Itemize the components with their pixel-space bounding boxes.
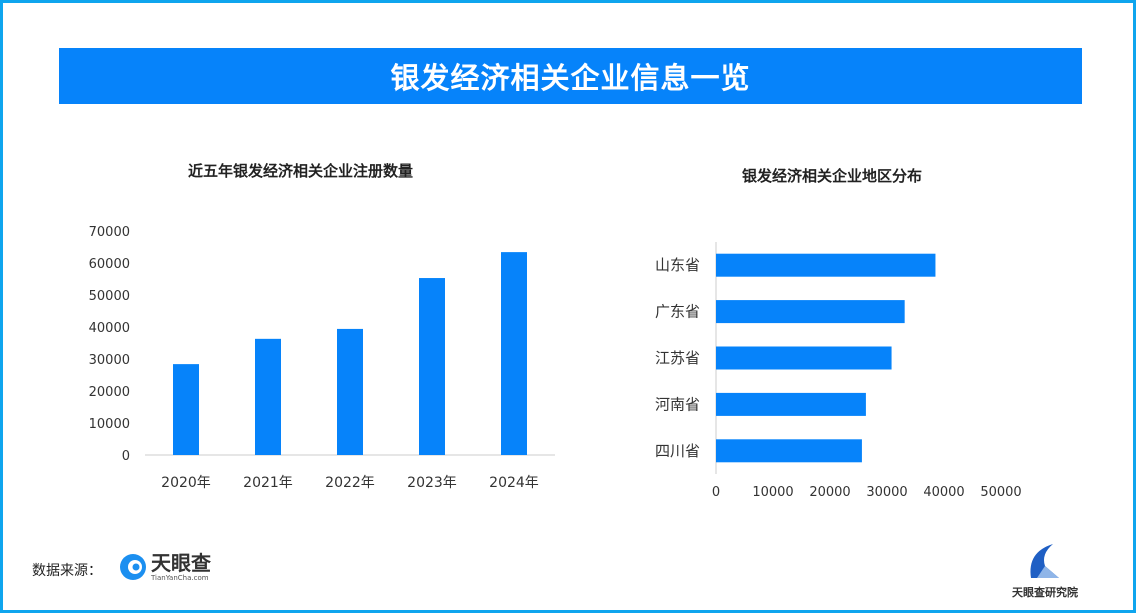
x-tick-label: 2024年 xyxy=(489,475,539,491)
y-tick-label: 70000 xyxy=(89,225,130,240)
bar-2022年 xyxy=(337,328,363,455)
y-tick-label: 河南省 xyxy=(655,395,700,413)
y-tick-label: 江苏省 xyxy=(655,349,700,367)
y-tick-label: 广东省 xyxy=(655,303,700,321)
x-tick-label: 10000 xyxy=(752,485,793,500)
bar-四川省 xyxy=(716,439,862,463)
bar-2023年 xyxy=(419,278,445,455)
brand-name: 天眼查研究院 xyxy=(1012,586,1078,599)
y-tick-label: 0 xyxy=(122,449,130,464)
x-tick-label: 30000 xyxy=(866,485,907,500)
x-tick-label: 0 xyxy=(712,485,720,500)
y-tick-label: 10000 xyxy=(89,417,130,432)
tianyancha-logo: 天眼查 TianYanCha.com xyxy=(118,552,211,582)
bar-山东省 xyxy=(716,253,936,277)
data-source-label: 数据来源： xyxy=(32,563,102,579)
x-tick-label: 2022年 xyxy=(325,475,375,491)
y-tick-label: 60000 xyxy=(89,257,130,272)
logo-en: TianYanCha.com xyxy=(151,574,209,582)
y-tick-label: 山东省 xyxy=(655,256,700,274)
y-tick-label: 四川省 xyxy=(655,442,700,460)
x-tick-label: 20000 xyxy=(809,485,850,500)
bar-chart-title: 近五年银发经济相关企业注册数量 xyxy=(188,162,414,180)
y-tick-label: 20000 xyxy=(89,385,130,400)
bar-江苏省 xyxy=(716,346,892,370)
x-tick-label: 50000 xyxy=(980,485,1021,500)
x-tick-label: 2023年 xyxy=(407,475,457,491)
x-tick-label: 2020年 xyxy=(161,475,211,491)
research-institute-icon xyxy=(1030,544,1059,578)
y-tick-label: 50000 xyxy=(89,289,130,304)
y-tick-label: 30000 xyxy=(89,353,130,368)
hbar-chart-title: 银发经济相关企业地区分布 xyxy=(742,167,923,185)
y-tick-label: 40000 xyxy=(89,321,130,336)
research-institute-logo: 天眼查研究院 xyxy=(1000,540,1090,600)
x-tick-label: 2021年 xyxy=(243,475,293,491)
bar-广东省 xyxy=(716,300,905,324)
logo-cn: 天眼查 xyxy=(151,551,211,575)
bar-河南省 xyxy=(716,392,866,416)
bar-2020年 xyxy=(173,364,199,455)
bar-2021年 xyxy=(255,338,281,455)
page-title: 银发经济相关企业信息一览 xyxy=(59,48,1082,104)
bar-2024年 xyxy=(501,252,527,455)
x-tick-label: 40000 xyxy=(923,485,964,500)
tianyancha-eye-icon xyxy=(120,554,146,580)
